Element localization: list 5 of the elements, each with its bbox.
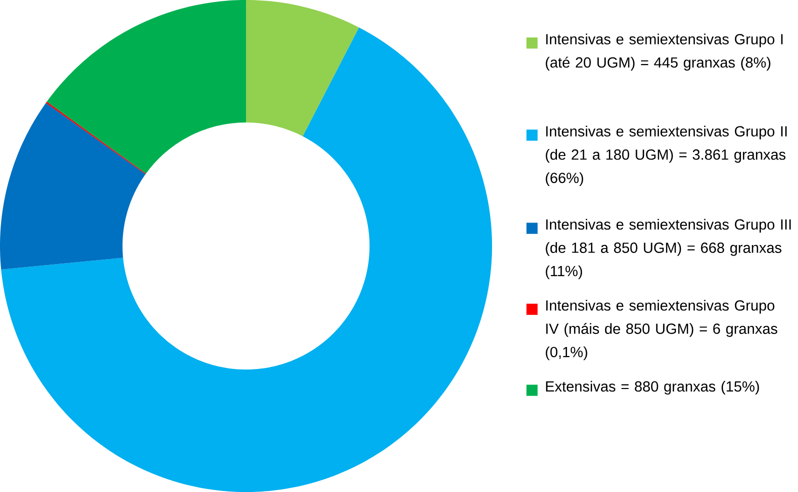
legend-label: Intensivas e semiextensivas Grupo IV (máis de 850 UGM) = 6 granxas (0,1%) — [546, 300, 778, 360]
legend-label: Intensivas e semiextensivas Grupo III (de 181 a 850 UGM) = 668 granxas (11%) — [546, 218, 791, 280]
legend-label: Intensivas e semiextensivas Grupo I (até 20 UGM) = 445 granxas (8%) — [546, 34, 783, 71]
legend-label: Intensivas e semiextensivas Grupo II (de 21 a 180 UGM) = 3.861 granxas (66%) — [546, 126, 787, 186]
legend-label: Extensivas = 880 granxas (15%) — [546, 380, 759, 395]
